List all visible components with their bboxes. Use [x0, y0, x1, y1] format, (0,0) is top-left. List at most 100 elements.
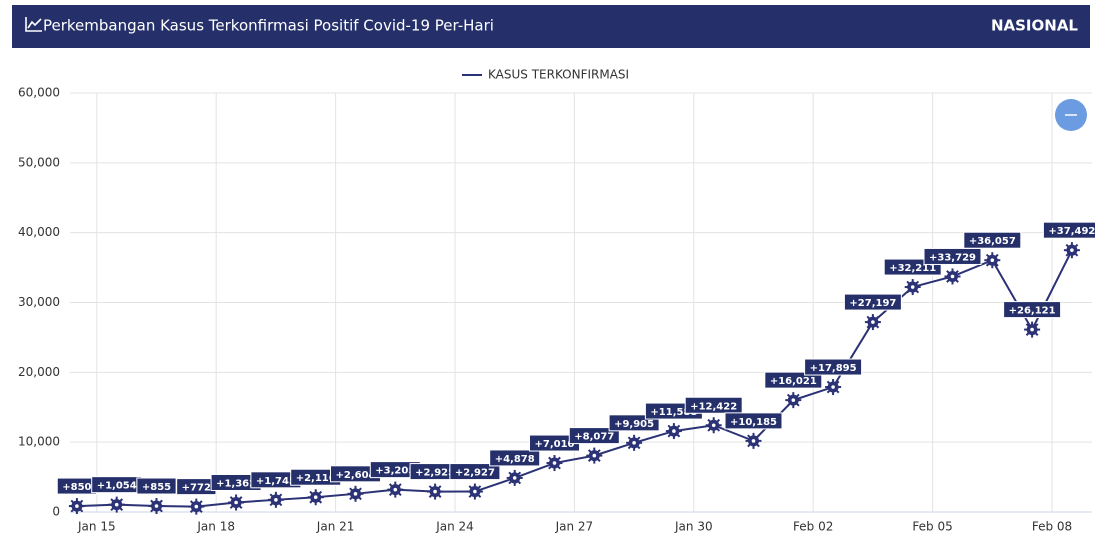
value-label: +1,054 — [97, 481, 137, 492]
value-label-box — [136, 477, 177, 495]
value-label: +16,021 — [770, 376, 817, 387]
virus-marker — [546, 455, 563, 472]
marker-spot — [433, 489, 437, 494]
marker-spot — [274, 498, 278, 502]
x-tick-label: Feb 02 — [793, 520, 833, 534]
x-tick-label: Jan 27 — [555, 520, 594, 534]
virus-marker — [944, 268, 961, 285]
x-tick-label: Feb 05 — [912, 520, 952, 534]
virus-marker — [148, 498, 165, 515]
value-label: +1,362 — [216, 478, 256, 489]
value-label: +17,895 — [810, 363, 857, 374]
x-tick-label: Jan 15 — [77, 520, 116, 534]
marker-spot — [154, 504, 159, 508]
marker-spot — [114, 502, 119, 507]
virus-marker — [1063, 242, 1080, 259]
virus-marker — [506, 469, 523, 486]
virus-marker — [705, 417, 722, 434]
marker-spot — [512, 476, 517, 480]
value-label: +4,878 — [495, 454, 535, 465]
marker-spot — [75, 504, 79, 508]
marker-spot — [473, 489, 477, 494]
marker-spot — [751, 439, 756, 443]
header-scope: NASIONAL — [991, 17, 1078, 35]
value-label-box — [568, 427, 620, 445]
virus-marker — [864, 314, 881, 331]
x-tick-label: Jan 18 — [196, 520, 235, 534]
marker-spot — [632, 441, 636, 445]
marker-spot — [1070, 248, 1074, 252]
value-label: +11,588 — [650, 407, 697, 418]
marker-spot — [194, 504, 199, 509]
value-label: +2,925 — [415, 468, 455, 479]
marker-spot — [592, 453, 597, 458]
marker-spot — [831, 385, 835, 389]
value-label: +10,185 — [730, 417, 777, 428]
value-label-box — [449, 463, 501, 481]
header-bar — [12, 5, 1090, 48]
virus-marker — [387, 481, 404, 498]
virus-marker — [188, 498, 205, 515]
virus-marker — [466, 483, 483, 500]
marker-spot — [393, 487, 398, 492]
virus-marker — [228, 494, 245, 511]
virus-marker — [1024, 321, 1041, 338]
y-tick-label: 40,000 — [18, 225, 60, 239]
header-title: Perkembangan Kasus Terkonfirmasi Positif… — [43, 17, 494, 35]
value-label-box — [684, 396, 743, 414]
value-label: +8,077 — [574, 432, 614, 443]
value-label-box — [923, 247, 982, 265]
virus-marker — [984, 252, 1001, 269]
value-label: +27,197 — [849, 298, 896, 309]
marker-spot — [990, 258, 995, 263]
value-label: +37,492 — [1048, 226, 1095, 237]
legend-label: KASUS TERKONFIRMASI — [488, 68, 629, 82]
virus-marker — [307, 489, 324, 506]
value-label: +33,729 — [929, 252, 976, 263]
virus-marker — [68, 498, 85, 515]
value-label-box — [1003, 301, 1062, 319]
chart-icon — [25, 17, 42, 32]
x-tick-label: Feb 08 — [1032, 520, 1072, 534]
value-label: +9,905 — [614, 419, 654, 430]
value-label: +32,211 — [889, 263, 936, 274]
marker-spot — [910, 285, 915, 289]
virus-marker — [108, 496, 125, 513]
virus-marker — [745, 432, 762, 449]
y-tick-label: 30,000 — [18, 295, 60, 309]
virus-marker — [785, 392, 802, 409]
x-tick-label: Jan 30 — [674, 520, 713, 534]
value-label: +2,116 — [296, 473, 336, 484]
marker-spot — [353, 492, 358, 496]
marker-spot — [791, 398, 796, 402]
value-label: +855 — [142, 482, 171, 493]
virus-marker — [665, 423, 682, 440]
marker-spot — [234, 500, 238, 505]
virus-marker — [267, 491, 284, 508]
value-label: +1,745 — [256, 476, 296, 487]
marker-spot — [1030, 327, 1034, 332]
marker-spot — [871, 320, 875, 324]
marker-spot — [711, 423, 716, 428]
virus-marker — [626, 434, 643, 451]
x-tick-label: Jan 24 — [435, 520, 474, 534]
value-label: +36,057 — [969, 236, 1016, 247]
marker-spot — [672, 429, 676, 433]
value-label: +12,422 — [690, 401, 737, 412]
value-label: +2,604 — [335, 470, 375, 481]
value-label: +850 — [62, 482, 91, 493]
y-tick-label: 50,000 — [18, 155, 60, 169]
y-tick-label: 60,000 — [18, 86, 60, 100]
value-label-box — [1042, 221, 1095, 239]
value-label-box — [764, 371, 823, 389]
value-label-box — [804, 358, 863, 376]
value-label-box — [489, 449, 541, 467]
value-label: +3,205 — [375, 466, 415, 477]
value-label: +772 — [182, 483, 211, 494]
marker-spot — [552, 461, 557, 465]
value-label-box — [963, 231, 1022, 249]
y-tick-label: 10,000 — [18, 435, 60, 449]
value-label: +2,927 — [455, 468, 495, 479]
